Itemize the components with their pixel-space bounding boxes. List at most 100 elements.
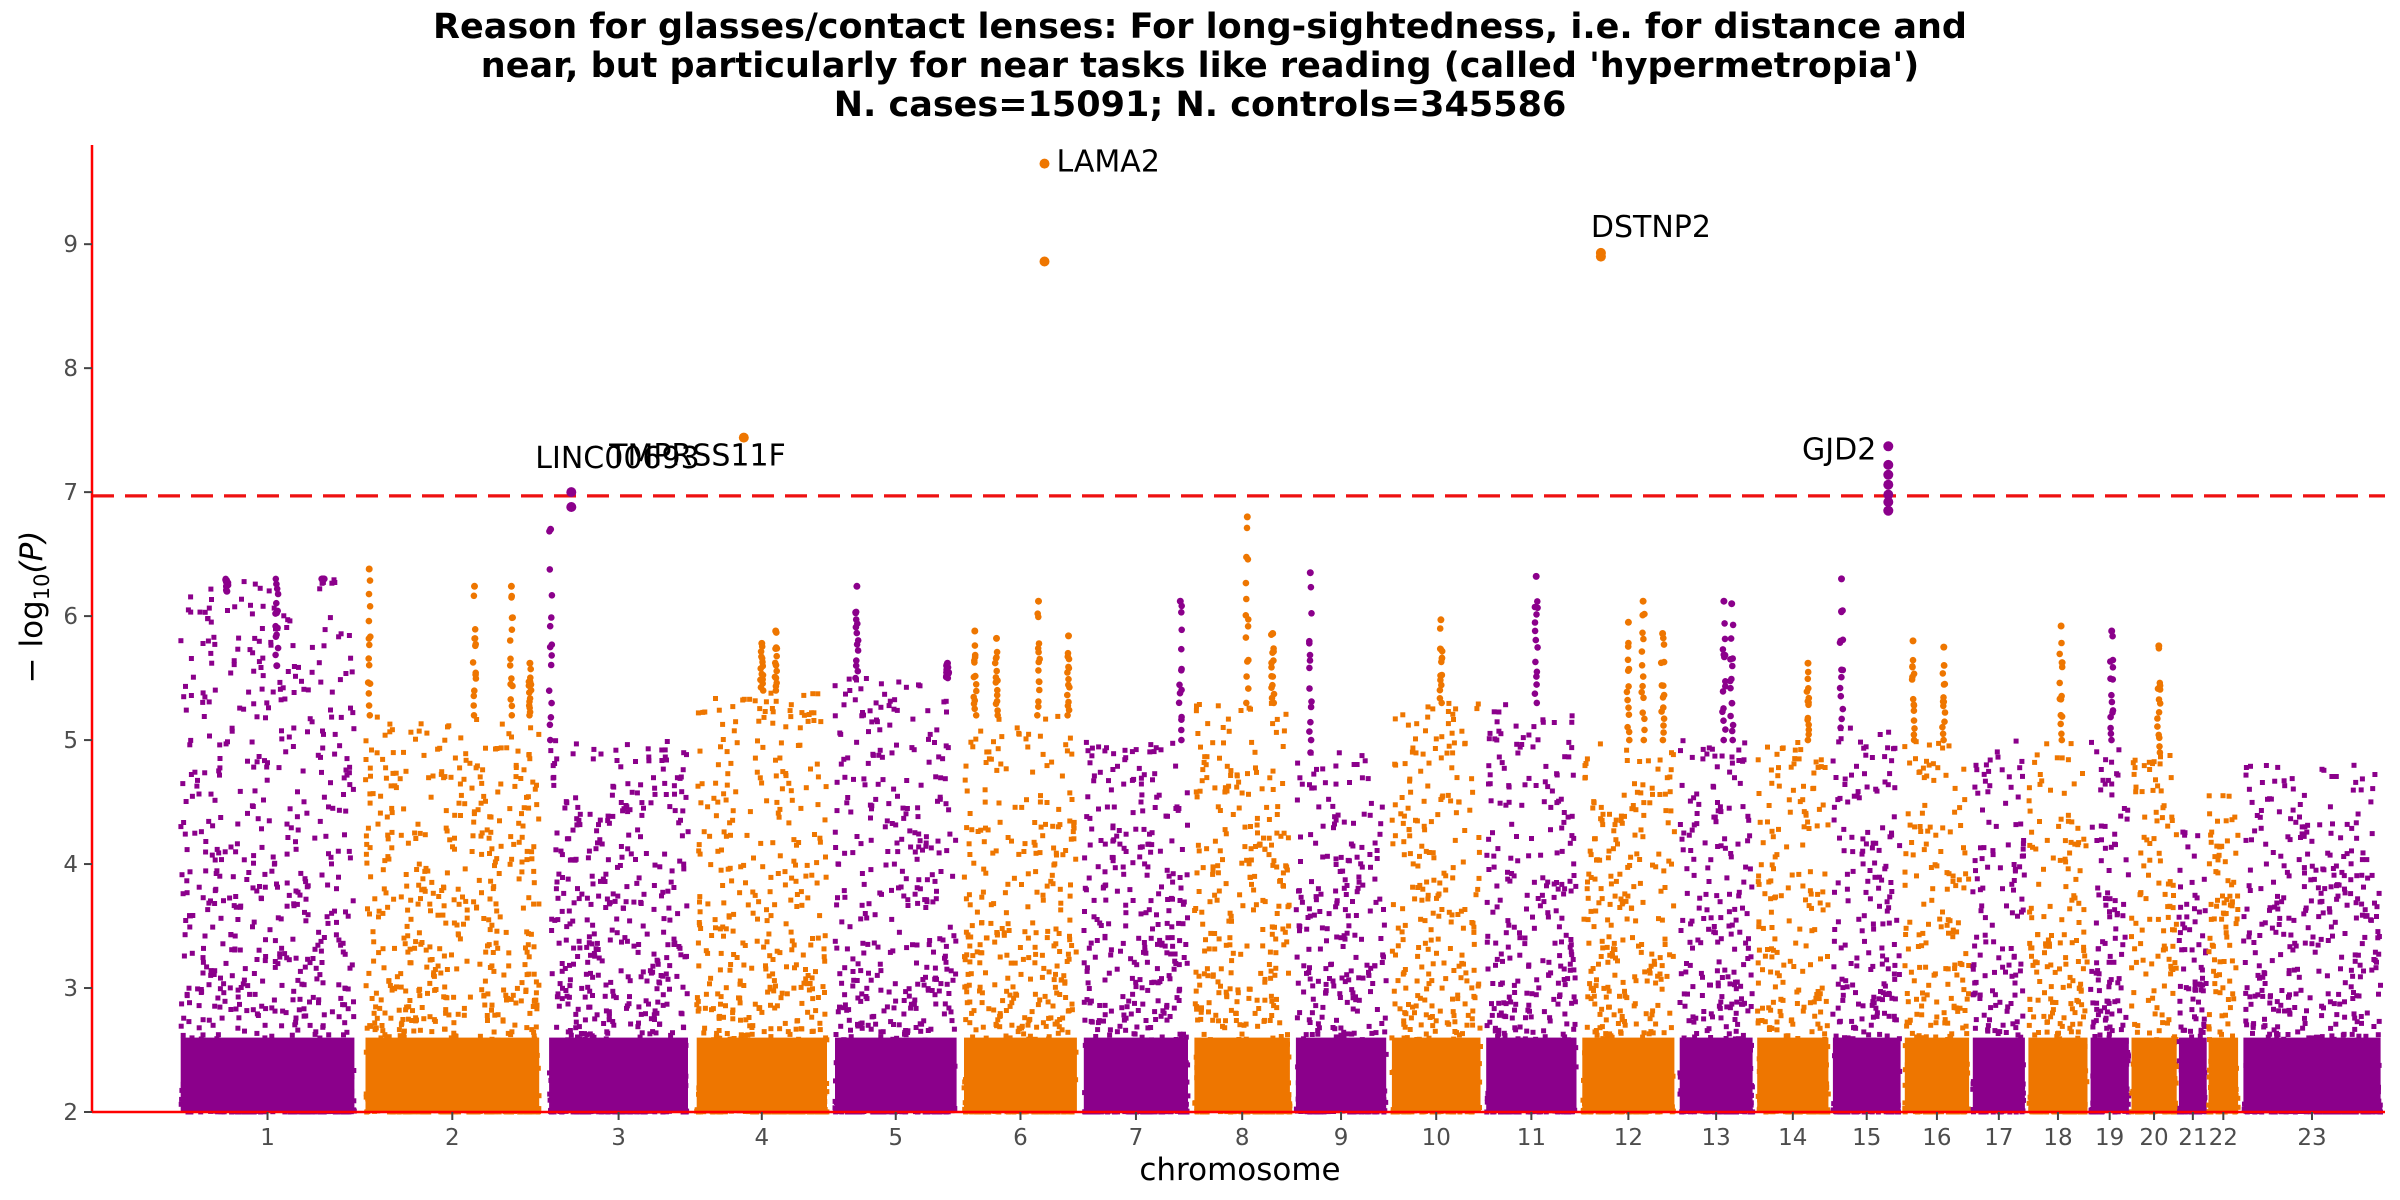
snp-point — [285, 617, 291, 623]
snp-point — [697, 894, 703, 900]
snp-point — [1114, 888, 1120, 894]
snp-point — [235, 646, 241, 652]
snp-point — [906, 986, 912, 992]
snp-point — [766, 973, 772, 979]
snp-point — [206, 1017, 212, 1023]
snp-point — [326, 851, 331, 857]
peak-point — [759, 671, 767, 679]
snp-point — [968, 971, 974, 977]
snp-point — [862, 782, 868, 788]
snp-point — [718, 1001, 723, 1007]
snp-point — [606, 820, 612, 826]
snp-point — [783, 724, 789, 730]
snp-point — [891, 1005, 897, 1011]
snp-point — [1147, 831, 1152, 837]
snp-point — [1181, 955, 1187, 960]
snp-point — [548, 748, 554, 754]
snp-point — [438, 771, 444, 777]
snp-point — [212, 641, 218, 647]
snp-point — [254, 1030, 260, 1036]
snp-point — [477, 774, 483, 780]
snp-point — [985, 827, 991, 833]
snp-point — [768, 690, 774, 696]
snp-point — [296, 664, 301, 670]
snp-point — [534, 1006, 540, 1012]
snp-point — [462, 866, 468, 872]
snp-point — [963, 1017, 969, 1023]
snp-point — [585, 959, 591, 965]
snp-point — [579, 985, 585, 991]
snp-point — [923, 905, 929, 910]
snp-point — [336, 982, 342, 988]
snp-point — [259, 686, 265, 692]
snp-point — [1101, 1018, 1106, 1024]
snp-point — [613, 747, 619, 753]
snp-point — [367, 845, 373, 851]
snp-point — [457, 936, 463, 942]
snp-point — [925, 986, 931, 992]
snp-point — [1056, 931, 1062, 936]
snp-point — [291, 903, 297, 909]
snp-point — [815, 995, 821, 1000]
snp-point — [351, 999, 356, 1005]
snp-point — [1052, 861, 1058, 867]
snp-point — [887, 722, 893, 728]
snp-point — [964, 788, 970, 794]
snp-point — [303, 896, 309, 902]
snp-point — [664, 739, 670, 744]
snp-point — [1014, 725, 1020, 731]
snp-point — [762, 709, 768, 714]
snp-point — [705, 804, 711, 810]
snp-point — [650, 1029, 656, 1035]
snp-point — [209, 660, 215, 666]
snp-point — [996, 800, 1002, 806]
peak-point — [365, 661, 373, 669]
snp-point — [350, 898, 356, 904]
snp-point — [645, 746, 651, 752]
peak-point — [547, 661, 555, 669]
snp-point — [655, 961, 661, 967]
snp-point — [332, 751, 338, 757]
snp-point — [832, 938, 838, 944]
snp-point — [677, 858, 683, 864]
snp-point — [914, 942, 920, 948]
snp-point — [256, 659, 262, 665]
snp-point — [263, 937, 268, 943]
snp-point — [664, 757, 669, 763]
snp-point — [810, 996, 816, 1002]
snp-point — [943, 943, 949, 949]
snp-point — [903, 811, 909, 817]
snp-point — [426, 775, 432, 781]
snp-point — [636, 1004, 642, 1010]
snp-point — [603, 905, 609, 910]
snp-point — [571, 900, 577, 906]
snp-point — [764, 918, 770, 924]
snp-point — [556, 1003, 562, 1009]
snp-point — [644, 978, 650, 984]
snp-point — [396, 1027, 402, 1033]
snp-point — [877, 890, 883, 896]
snp-point — [983, 825, 988, 831]
snp-point — [591, 1034, 597, 1040]
snp-point — [276, 765, 282, 771]
snp-point — [785, 1029, 791, 1035]
snp-point — [650, 969, 656, 975]
snp-point — [995, 746, 1001, 752]
snp-point — [408, 960, 414, 966]
snp-point — [866, 970, 871, 976]
snp-point — [528, 931, 534, 937]
snp-point — [491, 968, 497, 974]
snp-point — [451, 1030, 457, 1036]
snp-point — [576, 896, 582, 902]
snp-point — [996, 716, 1002, 722]
snp-point — [979, 1000, 985, 1006]
snp-point — [1068, 836, 1074, 842]
snp-point — [225, 608, 230, 613]
snp-point — [855, 995, 861, 1001]
snp-point — [330, 805, 336, 811]
snp-point — [759, 1009, 765, 1015]
snp-point — [638, 974, 644, 980]
snp-point — [392, 945, 397, 951]
snp-point — [951, 933, 957, 939]
snp-point — [196, 1003, 202, 1009]
